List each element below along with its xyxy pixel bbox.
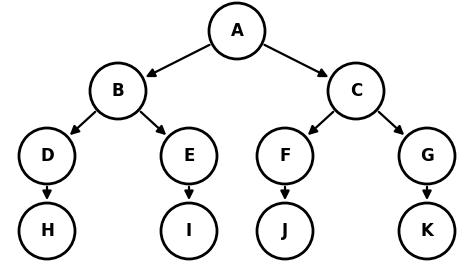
- Circle shape: [257, 128, 313, 184]
- Text: J: J: [282, 222, 288, 240]
- Text: F: F: [279, 147, 291, 165]
- Text: G: G: [420, 147, 434, 165]
- Text: B: B: [112, 82, 124, 100]
- Text: E: E: [183, 147, 195, 165]
- Circle shape: [19, 128, 75, 184]
- Circle shape: [328, 63, 384, 119]
- Circle shape: [209, 3, 265, 59]
- Text: I: I: [186, 222, 192, 240]
- Text: C: C: [350, 82, 362, 100]
- Circle shape: [257, 203, 313, 259]
- Text: H: H: [40, 222, 54, 240]
- Circle shape: [399, 128, 455, 184]
- Text: D: D: [40, 147, 54, 165]
- Circle shape: [161, 203, 217, 259]
- Text: A: A: [230, 22, 244, 40]
- Circle shape: [19, 203, 75, 259]
- Circle shape: [161, 128, 217, 184]
- Circle shape: [90, 63, 146, 119]
- Text: K: K: [420, 222, 433, 240]
- Circle shape: [399, 203, 455, 259]
